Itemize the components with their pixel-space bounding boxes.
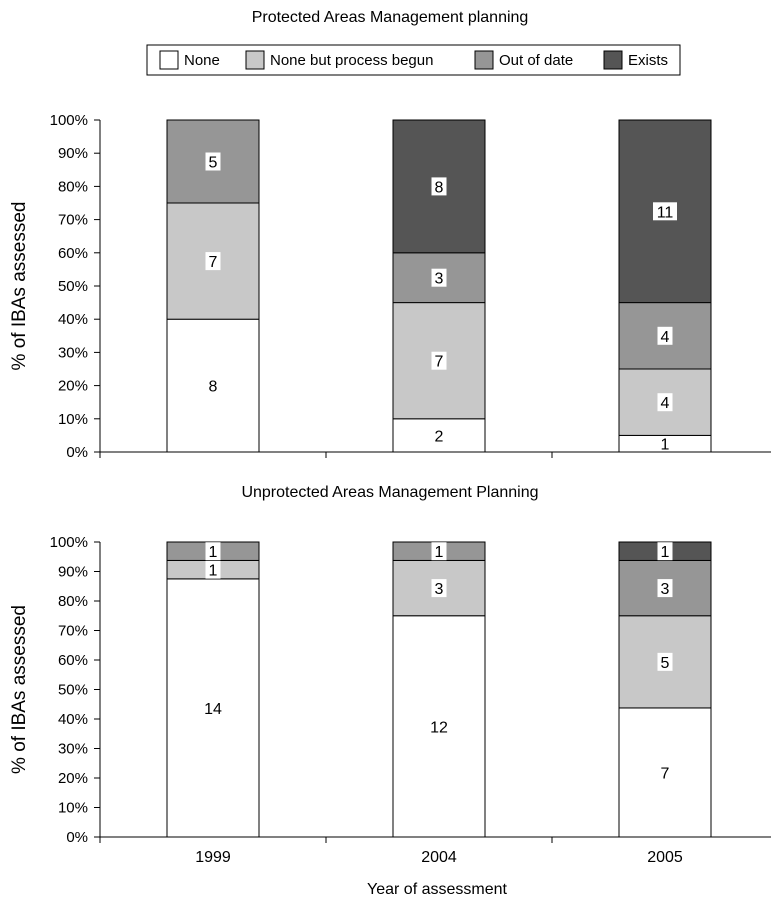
x-tick-label: 1999 <box>195 849 231 866</box>
legend-label-out-of-date: Out of date <box>499 52 573 69</box>
y-tick-label: 90% <box>58 145 88 162</box>
data-label: 1 <box>435 544 444 561</box>
y-axis-title: % of IBAs assessed <box>9 605 30 774</box>
y-tick-label: 80% <box>58 593 88 610</box>
y-tick-label: 0% <box>66 829 88 846</box>
x-axis-title: Year of assessment <box>367 881 507 898</box>
data-label: 3 <box>435 581 444 598</box>
data-label-box <box>205 560 221 579</box>
x-tick-label: 2004 <box>421 849 457 866</box>
y-tick-label: 10% <box>58 411 88 428</box>
chart-protected: 0% 10% 20% 30% 40% 50% 60% 70% 80% 90% 100% % of IB… <box>9 112 771 461</box>
y-tick-label: 60% <box>58 245 88 262</box>
data-label: 1 <box>209 544 218 561</box>
y-tick-label: 100% <box>50 534 88 551</box>
data-label-box <box>431 177 447 196</box>
legend-swatch-out-of-date <box>474 50 494 70</box>
y-tick-label: 30% <box>58 741 88 758</box>
data-label: 3 <box>435 271 444 288</box>
chart-title-unprotected: Unprotected Areas Management Planning <box>241 484 538 501</box>
data-label-box <box>657 326 673 345</box>
data-label: 7 <box>209 254 218 271</box>
y-tick-label: 80% <box>58 178 88 195</box>
y-tick-label: 50% <box>58 682 88 699</box>
legend: None None but process begun Out of date … <box>146 44 681 76</box>
data-label: 1 <box>661 544 670 561</box>
data-label-box <box>657 579 673 598</box>
y-tick-label: 70% <box>58 623 88 640</box>
y-tick-label: 40% <box>58 311 88 328</box>
y-tick-label: 0% <box>66 444 88 461</box>
y-tick-label: 60% <box>58 652 88 669</box>
y-tick-label: 20% <box>58 770 88 787</box>
y-tick-label: 100% <box>50 112 88 129</box>
chart-unprotected: 0% 10% 20% 30% 40% 50% 60% 70% 80% 90% 100% % of IB… <box>9 534 771 866</box>
data-label: 11 <box>657 204 674 221</box>
legend-frame <box>146 44 681 76</box>
data-label-box <box>657 652 673 671</box>
x-tick-label: 2005 <box>647 849 683 866</box>
data-label: 12 <box>430 719 448 736</box>
data-label-box <box>431 542 447 561</box>
data-label-box <box>653 202 677 221</box>
data-label: 14 <box>204 701 222 718</box>
data-label-box <box>657 542 673 561</box>
y-tick-label: 30% <box>58 344 88 361</box>
data-label-box <box>431 579 447 598</box>
y-tick-label: 70% <box>58 212 88 229</box>
legend-swatch-none <box>159 50 179 70</box>
legend-swatch-process-begun <box>245 50 265 70</box>
bar-segment-none-2004 <box>392 418 486 453</box>
data-label: 1 <box>661 437 670 454</box>
bar-segment-none-1999 <box>166 318 260 453</box>
data-label: 2 <box>435 428 444 445</box>
bar-segment-none-1999 <box>166 578 260 838</box>
data-label-box <box>431 268 447 287</box>
chart-title-protected: Protected Areas Management planning <box>252 9 529 26</box>
data-label-box <box>657 393 673 412</box>
data-label-box <box>205 152 221 171</box>
data-label: 7 <box>661 765 670 782</box>
y-axis-title: % of IBAs assessed <box>9 202 30 371</box>
data-label: 3 <box>661 581 670 598</box>
legend-label-process-begun: None but process begun <box>270 52 433 69</box>
bar-segment-none-2004 <box>392 615 486 838</box>
data-label: 7 <box>435 354 444 371</box>
y-tick-label: 20% <box>58 378 88 395</box>
data-label: 8 <box>209 379 218 396</box>
data-label: 5 <box>661 655 670 672</box>
y-tick-label: 10% <box>58 800 88 817</box>
legend-swatch-exists <box>603 50 623 70</box>
data-label: 1 <box>209 563 218 580</box>
legend-label-none: None <box>184 52 220 69</box>
legend-label-exists: Exists <box>628 52 668 69</box>
data-label: 5 <box>209 155 218 172</box>
data-label-box <box>205 542 221 561</box>
y-tick-label: 40% <box>58 711 88 728</box>
data-label-box <box>205 252 221 271</box>
bar-segment-none-2005 <box>618 707 712 838</box>
data-label: 8 <box>435 179 444 196</box>
y-tick-label: 90% <box>58 564 88 581</box>
y-tick-label: 50% <box>58 278 88 295</box>
data-label-box <box>431 351 447 370</box>
data-label: 4 <box>661 329 670 346</box>
data-label: 4 <box>661 395 670 412</box>
